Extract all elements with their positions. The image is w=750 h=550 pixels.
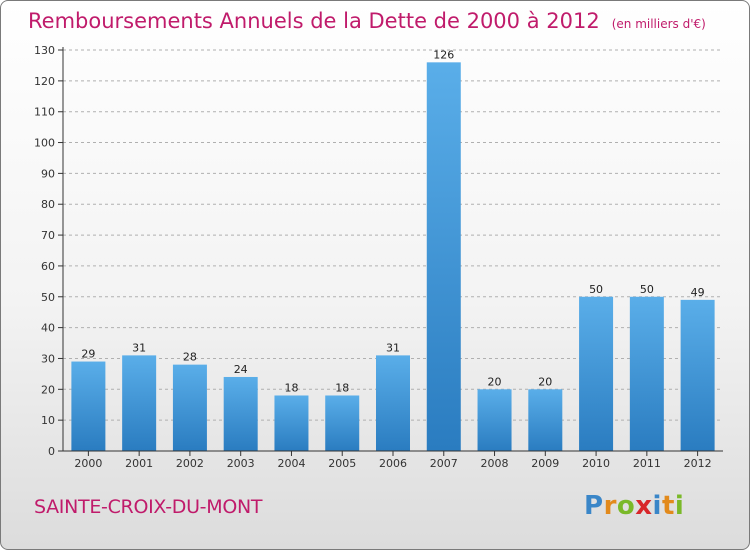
y-tick-label: 80 [41,198,55,211]
x-tick-label: 2008 [481,457,509,470]
y-tick-label: 50 [41,291,55,304]
y-tick-label: 70 [41,229,55,242]
y-tick-label: 120 [34,75,55,88]
bar-value-label: 20 [488,375,502,388]
y-tick-label: 60 [41,260,55,273]
bar [223,376,258,451]
bar-value-label: 24 [234,363,248,376]
x-tick-label: 2003 [227,457,255,470]
logo-letter: r [603,491,617,521]
bar [528,389,563,451]
bar-value-label: 126 [433,48,454,61]
y-tick-label: 30 [41,352,55,365]
unit-note: (en milliers d'€) [611,17,706,31]
bar [274,395,309,451]
logo-letter: o [616,491,636,521]
y-tick-label: 90 [41,167,55,180]
x-tick-label: 2010 [582,457,610,470]
logo-letter: P [584,491,604,521]
y-tick-label: 0 [48,445,55,458]
bar-value-label: 29 [81,348,95,361]
x-tick-label: 2012 [684,457,712,470]
x-tick-label: 2005 [328,457,356,470]
bar [376,355,410,451]
bar [680,299,715,451]
bar-value-label: 20 [538,375,552,388]
x-tick-label: 2004 [277,457,305,470]
title-text: Remboursements Annuels de la Dette de 20… [28,9,600,33]
x-tick-label: 2009 [531,457,559,470]
bar-value-label: 28 [183,351,197,364]
bar [477,389,512,451]
x-tick-label: 2007 [430,457,458,470]
y-tick-label: 20 [41,383,55,396]
bar-value-label: 18 [335,381,349,394]
y-tick-label: 40 [41,322,55,335]
y-tick-label: 110 [34,106,55,119]
chart-title: Remboursements Annuels de la Dette de 20… [28,9,706,33]
bar-value-label: 31 [386,341,400,354]
proxiti-logo: Proxiti [584,491,684,521]
bar [579,296,614,451]
bars: 29 31 28 24 18 18 31 126 20 20 50 50 49 [71,48,715,451]
bar [172,364,207,451]
bar [71,361,106,451]
bar-value-label: 31 [132,341,146,354]
axes: 0 10 20 30 40 50 60 70 80 90 100 110 120 130 2000 2001 2… [34,44,723,470]
logo-letter: i [674,491,685,521]
y-tick-label: 100 [34,137,55,150]
bar [426,62,461,451]
y-tick-label: 10 [41,414,55,427]
logo-letter: i [652,491,662,521]
bar [629,296,664,451]
commune-name: SAINTE-CROIX-DU-MONT [34,496,263,518]
bar-value-label: 49 [691,286,705,299]
x-tick-label: 2001 [125,457,153,470]
x-tick-label: 2006 [379,457,407,470]
bar [325,395,360,451]
bar-value-label: 50 [589,283,603,296]
bar-value-label: 18 [284,381,298,394]
x-tick-label: 2011 [633,457,661,470]
y-tick-label: 130 [34,44,55,57]
x-tick-label: 2002 [176,457,204,470]
bar-value-label: 50 [640,283,654,296]
x-tick-label: 2000 [74,457,102,470]
logo-letter: t [661,491,675,521]
logo-letter: x [635,491,653,521]
bar [122,355,157,451]
